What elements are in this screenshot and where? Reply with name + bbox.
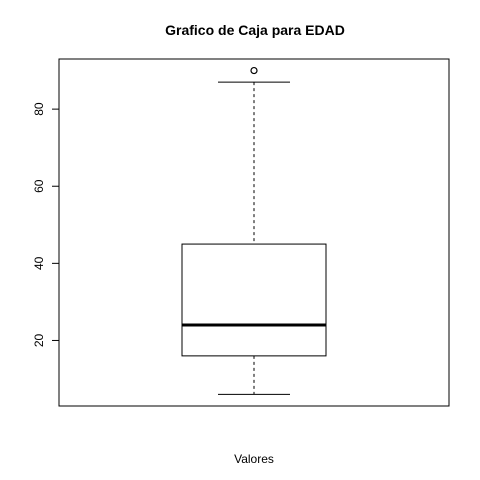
box-plot xyxy=(181,66,327,395)
x-axis-label: Valores xyxy=(234,452,274,466)
y-tick-label: 80 xyxy=(32,102,46,116)
chart-title: Grafico de Caja para EDAD xyxy=(165,22,345,38)
y-tick-label: 60 xyxy=(32,179,46,193)
outlier-point xyxy=(250,66,258,75)
y-axis: 20 40 60 80 xyxy=(32,102,60,347)
y-tick-label: 40 xyxy=(32,256,46,270)
interquartile-box xyxy=(181,243,327,357)
y-tick-label: 20 xyxy=(32,333,46,347)
